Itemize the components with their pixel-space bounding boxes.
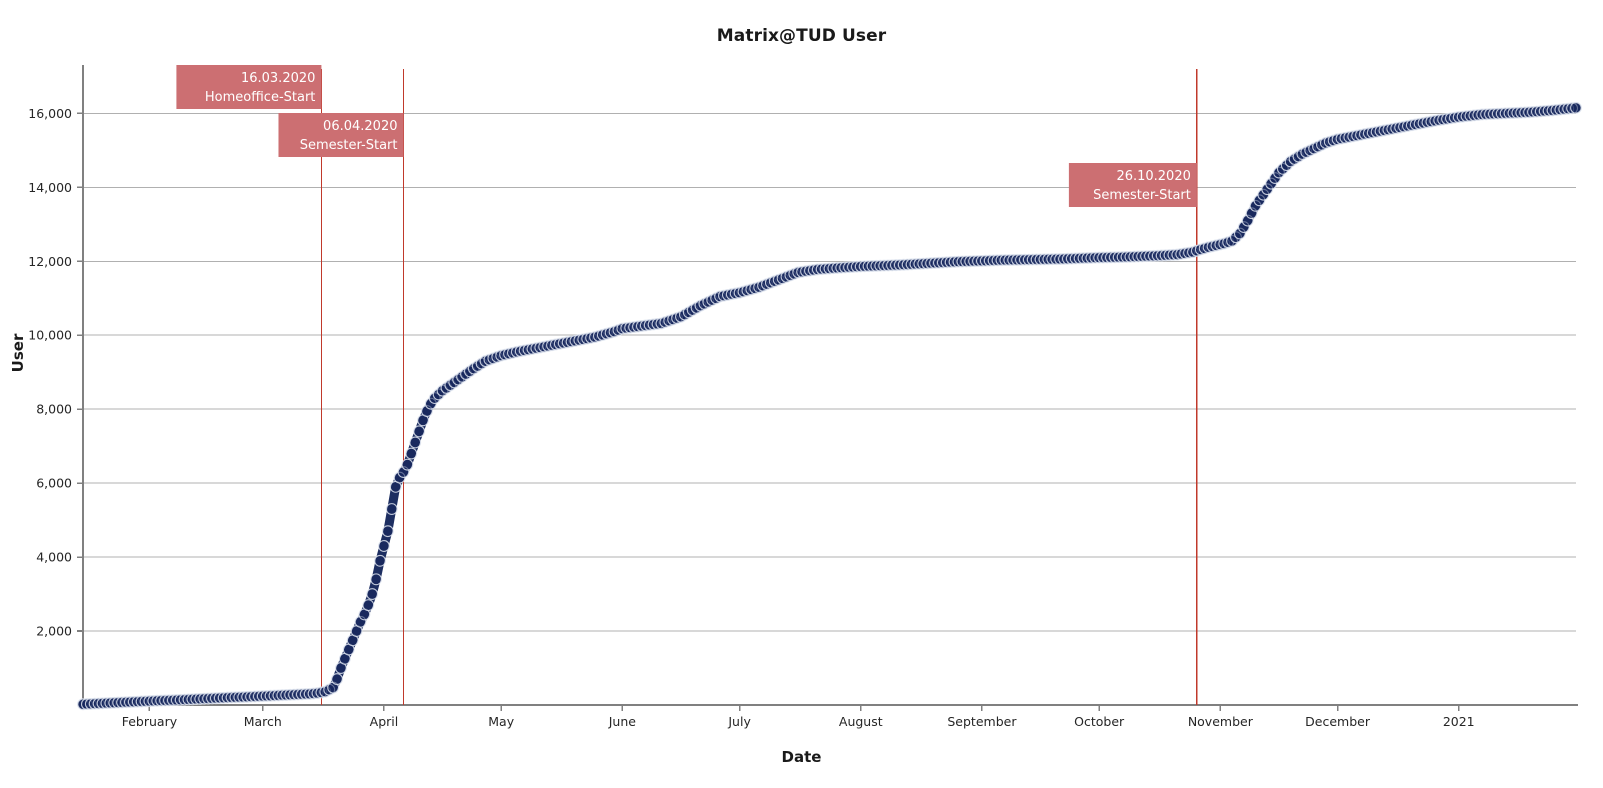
y-tick-label: 16,000 xyxy=(28,106,72,121)
annotation-date: 26.10.2020 xyxy=(1116,169,1190,184)
annotation-event: Semester-Start xyxy=(300,138,398,153)
x-tick-label: September xyxy=(947,714,1017,729)
y-tick-label: 4,000 xyxy=(36,550,72,565)
annotation-box xyxy=(176,65,322,109)
y-tick-label: 2,000 xyxy=(36,624,72,639)
x-tick-label: March xyxy=(244,714,282,729)
data-point-marker xyxy=(381,525,394,538)
x-axis-ticks: February March April May June July August Septe… xyxy=(122,705,1475,729)
annotation-group: 06.04.2020 Semester-Start xyxy=(278,113,404,157)
annotation-group: 26.10.2020 Semester-Start xyxy=(1068,163,1197,207)
series-line xyxy=(78,103,1581,709)
x-axis-title: Date xyxy=(781,748,822,766)
annotation-box xyxy=(278,113,404,157)
annotation-group: 16.03.2020 Homeoffice-Start xyxy=(176,65,322,109)
data-point-marker xyxy=(331,673,343,686)
data-point-marker xyxy=(370,573,383,586)
x-tick-label: April xyxy=(370,714,399,729)
annotation-event: Semester-Start xyxy=(1093,188,1191,203)
y-tick-label: 12,000 xyxy=(28,254,72,269)
y-tick-label: 6,000 xyxy=(36,476,72,491)
data-series xyxy=(78,103,1581,709)
gridlines xyxy=(83,112,1576,632)
data-markers xyxy=(77,101,1582,711)
x-tick-label: June xyxy=(608,714,637,729)
y-tick-label: 10,000 xyxy=(28,328,72,343)
data-point-marker xyxy=(378,540,390,552)
x-tick-label: October xyxy=(1074,714,1125,729)
annotation-box xyxy=(1068,163,1197,207)
data-point-marker xyxy=(1570,101,1582,114)
x-tick-label: February xyxy=(122,714,178,729)
data-point-marker xyxy=(362,599,375,612)
axis-spines xyxy=(81,65,1578,707)
data-point-marker xyxy=(405,447,418,460)
x-tick-label: December xyxy=(1305,714,1371,729)
data-point-marker xyxy=(401,458,414,471)
x-tick-label: July xyxy=(727,714,751,729)
y-tick-label: 8,000 xyxy=(36,402,72,417)
chart-title: Matrix@TUD User xyxy=(716,26,887,46)
data-point-marker xyxy=(366,588,379,601)
x-tick-label: May xyxy=(488,714,514,729)
data-point-marker xyxy=(385,503,398,515)
x-tick-label: November xyxy=(1188,714,1254,729)
data-point-marker xyxy=(413,425,426,438)
data-point-marker xyxy=(409,436,422,449)
x-tick-label: August xyxy=(839,714,883,729)
annotation-date: 16.03.2020 xyxy=(241,71,315,86)
y-axis-ticks: 2,000 4,000 6,000 8,000 10,000 12,000 14,000 16… xyxy=(28,106,83,639)
annotation-date: 06.04.2020 xyxy=(323,119,397,134)
x-tick-label: 2021 xyxy=(1443,714,1475,729)
annotation-event: Homeoffice-Start xyxy=(205,90,316,105)
data-point-marker xyxy=(374,554,386,567)
event-annotations: 16.03.2020 Homeoffice-Start 06.04.2020 Seme… xyxy=(176,65,1197,207)
y-tick-label: 14,000 xyxy=(28,180,72,195)
